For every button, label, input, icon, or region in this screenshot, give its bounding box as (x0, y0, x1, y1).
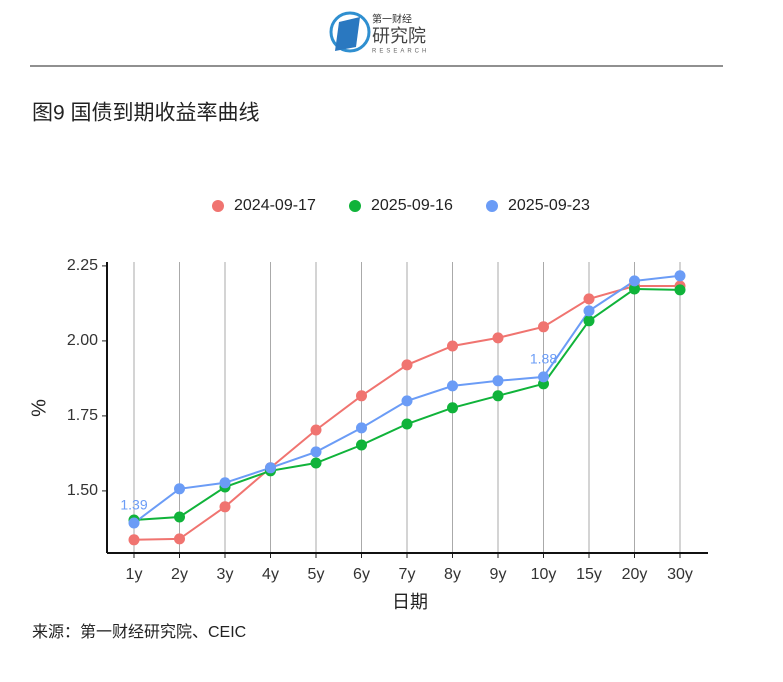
source: 来源：第一财经研究院、CEIC (32, 623, 246, 641)
data-point (492, 375, 504, 387)
data-point (674, 284, 686, 296)
data-point (219, 477, 231, 489)
data-label: 1.39 (120, 497, 147, 513)
data-label: 1.88 (530, 351, 557, 367)
legend-label: 2024-09-17 (234, 197, 316, 214)
legend-label: 2025-09-23 (508, 197, 590, 214)
brand-top: 第一财经 (372, 13, 412, 26)
x-tick-label: 15y (576, 566, 602, 583)
logo: 第一财经 研究院 RESEARCH (329, 11, 429, 55)
x-tick-label: 7y (399, 566, 416, 583)
data-point (629, 275, 640, 287)
data-point (629, 283, 640, 295)
data-point (492, 332, 504, 344)
x-tick-label: 30y (667, 566, 693, 583)
legend-marker (486, 200, 498, 212)
data-point (538, 371, 549, 383)
data-point (492, 390, 504, 402)
x-tick-label: 5y (308, 566, 325, 583)
x-tick-label: 9y (490, 566, 507, 583)
data-point (128, 517, 140, 529)
data-point (219, 501, 231, 513)
data-point (310, 457, 322, 469)
data-point (538, 321, 549, 333)
legend-marker (212, 200, 224, 212)
x-tick-label: 10y (531, 566, 557, 583)
data-point (401, 395, 413, 407)
logo-ring (329, 11, 371, 53)
data-point (265, 462, 276, 474)
y-tick-label: 2.25 (67, 257, 98, 274)
data-point (583, 305, 595, 317)
data-point (356, 439, 367, 451)
data-point (583, 315, 595, 327)
data-point (401, 359, 413, 371)
brand-sub: RESEARCH (372, 49, 429, 55)
y-tick-label: 1.50 (67, 482, 98, 499)
data-point (310, 446, 322, 458)
data-point (128, 534, 140, 546)
legend-marker (349, 200, 361, 212)
data-point (356, 390, 367, 402)
x-tick-label: 1y (126, 566, 143, 583)
data-point (174, 483, 185, 495)
x-tick-label: 6y (353, 566, 370, 583)
data-point (174, 511, 185, 523)
data-point (447, 340, 458, 352)
chart-title: 图9 国债到期收益率曲线 (32, 102, 260, 125)
logo-icon (335, 17, 360, 51)
data-point (447, 402, 458, 414)
x-tick-label: 3y (217, 566, 234, 583)
data-point (674, 270, 686, 282)
data-point (583, 293, 595, 305)
data-point (401, 418, 413, 430)
data-point (447, 380, 458, 392)
y-tick-label: 1.75 (67, 407, 98, 424)
y-tick-label: 2.00 (67, 332, 98, 349)
data-point (356, 422, 367, 434)
brand-main: 研究院 (372, 26, 426, 46)
y-axis-label: % (28, 399, 50, 417)
legend-label: 2025-09-16 (371, 197, 453, 214)
data-point (174, 533, 185, 545)
x-tick-label: 20y (622, 566, 648, 583)
x-tick-label: 2y (171, 566, 188, 583)
x-tick-label: 8y (444, 566, 461, 583)
x-tick-label: 4y (262, 566, 279, 583)
x-axis-label: 日期 (392, 592, 428, 612)
data-point (310, 424, 322, 436)
